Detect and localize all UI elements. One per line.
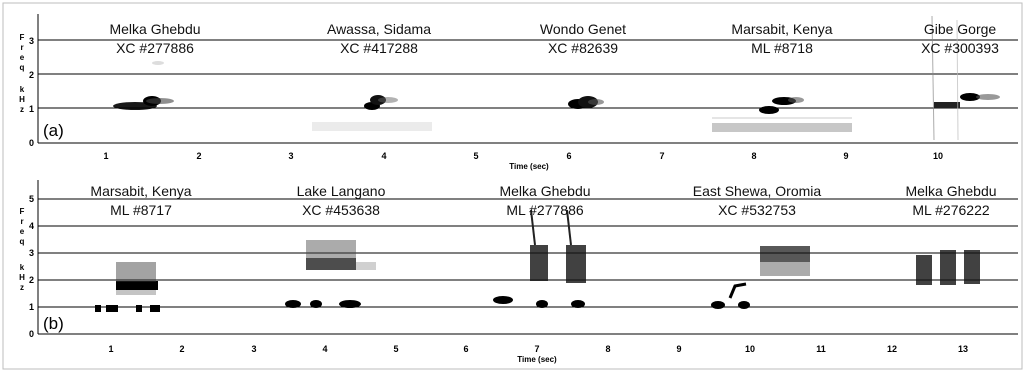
rec-a2-id: XC #417288 xyxy=(340,40,418,56)
panel-a-spectrogram xyxy=(113,15,1000,141)
ytick-b-5: 5 xyxy=(29,194,34,204)
panel-b-axes xyxy=(37,180,1018,335)
panel-a-y-ticks: 0 1 2 3 xyxy=(29,36,34,148)
xtick-b-4: 4 xyxy=(322,344,327,354)
rec-a3-site: Wondo Genet xyxy=(540,21,626,37)
xtick-b-8: 8 xyxy=(605,344,610,354)
xtick-a-9: 9 xyxy=(843,151,848,161)
panel-b-label: (b) xyxy=(43,314,64,333)
xtick-b-5: 5 xyxy=(393,344,398,354)
rec-a4-site: Marsabit, Kenya xyxy=(731,21,832,37)
ytick-a-3: 3 xyxy=(29,36,34,46)
panel-b-y-title: F r e q k H z xyxy=(19,207,25,292)
ytick-b-0: 0 xyxy=(29,329,34,339)
call-a3 xyxy=(568,96,604,109)
ytitle-b-3: q xyxy=(20,237,25,246)
rec-a5-site: Gibe Gorge xyxy=(924,21,997,37)
panel-a: Melka Ghebdu XC #277886 Awassa, Sidama X… xyxy=(19,14,1018,171)
call-a4 xyxy=(712,97,852,132)
call-b1 xyxy=(95,262,160,312)
xtick-a-3: 3 xyxy=(288,151,293,161)
call-b3 xyxy=(493,209,586,308)
xtick-b-9: 9 xyxy=(676,344,681,354)
rec-a1-site: Melka Ghebdu xyxy=(109,21,200,37)
ytick-b-2: 2 xyxy=(29,275,34,285)
call-b4 xyxy=(711,246,810,309)
xtick-a-8: 8 xyxy=(751,151,756,161)
rec-b3-id: ML #277886 xyxy=(506,202,584,218)
ytitle-a-0: F xyxy=(20,33,25,42)
ytick-a-2: 2 xyxy=(29,70,34,80)
xtick-a-10: 10 xyxy=(933,151,943,161)
ytitle-a-1: r xyxy=(20,43,23,52)
xtick-b-12: 12 xyxy=(887,344,897,354)
xtick-b-10: 10 xyxy=(745,344,755,354)
call-a1 xyxy=(113,61,174,110)
xtick-a-1: 1 xyxy=(103,151,108,161)
ytick-b-3: 3 xyxy=(29,248,34,258)
rec-b1-site: Marsabit, Kenya xyxy=(90,183,191,199)
ytitle-a-4: k xyxy=(20,85,25,94)
call-b5 xyxy=(916,250,980,285)
xtick-b-6: 6 xyxy=(463,344,468,354)
xtick-a-6: 6 xyxy=(566,151,571,161)
panel-b-x-title: Time (sec) xyxy=(517,355,557,364)
panel-a-recording-labels: Melka Ghebdu XC #277886 Awassa, Sidama X… xyxy=(109,21,999,56)
panel-a-x-ticks: 1 2 3 4 5 6 7 8 9 10 xyxy=(103,151,943,161)
xtick-b-11: 11 xyxy=(816,344,826,354)
rec-b1-id: ML #8717 xyxy=(110,202,172,218)
ytick-a-1: 1 xyxy=(29,104,34,114)
panel-a-y-title: F r e q k H z xyxy=(19,33,25,114)
call-a2 xyxy=(312,95,432,131)
xtick-b-13: 13 xyxy=(958,344,968,354)
ytitle-b-2: e xyxy=(20,227,25,236)
panel-a-x-title: Time (sec) xyxy=(509,162,549,171)
rec-a5-id: XC #300393 xyxy=(921,40,999,56)
panel-b: Marsabit, Kenya ML #8717 Lake Langano XC… xyxy=(19,180,1018,364)
rec-b2-id: XC #453638 xyxy=(302,202,380,218)
xtick-b-1: 1 xyxy=(108,344,113,354)
rec-b4-id: XC #532753 xyxy=(718,202,796,218)
xtick-b-7: 7 xyxy=(534,344,539,354)
panel-a-label: (a) xyxy=(43,121,64,140)
call-a5 xyxy=(931,15,1000,141)
panel-b-gridlines xyxy=(38,198,1018,308)
xtick-a-2: 2 xyxy=(196,151,201,161)
call-b2 xyxy=(285,240,376,308)
ytitle-a-3: q xyxy=(20,63,25,72)
panel-a-gridlines xyxy=(38,39,1018,109)
ytitle-a-6: z xyxy=(20,105,24,114)
rec-b5-site: Melka Ghebdu xyxy=(905,183,996,199)
rec-a1-id: XC #277886 xyxy=(116,40,194,56)
xtick-b-2: 2 xyxy=(179,344,184,354)
ytitle-a-2: e xyxy=(20,53,25,62)
ytick-a-0: 0 xyxy=(29,138,34,148)
ytitle-b-0: F xyxy=(20,207,25,216)
rec-a3-id: XC #82639 xyxy=(548,40,618,56)
panel-b-recording-labels: Marsabit, Kenya ML #8717 Lake Langano XC… xyxy=(90,183,996,218)
rec-b5-id: ML #276222 xyxy=(912,202,990,218)
rec-a4-id: ML #8718 xyxy=(751,40,813,56)
xtick-b-3: 3 xyxy=(251,344,256,354)
ytitle-b-1: r xyxy=(20,217,23,226)
ytick-b-1: 1 xyxy=(29,302,34,312)
rec-a2-site: Awassa, Sidama xyxy=(327,21,431,37)
xtick-a-4: 4 xyxy=(381,151,386,161)
panel-a-axes xyxy=(37,14,1018,144)
rec-b3-site: Melka Ghebdu xyxy=(499,183,590,199)
xtick-a-7: 7 xyxy=(659,151,664,161)
panel-b-y-ticks: 0 1 2 3 4 5 xyxy=(29,194,34,339)
ytitle-a-5: H xyxy=(19,95,25,104)
rec-b2-site: Lake Langano xyxy=(297,183,386,199)
xtick-a-5: 5 xyxy=(473,151,478,161)
panel-b-x-ticks: 1 2 3 4 5 6 7 8 9 10 11 12 13 xyxy=(108,344,968,354)
ytitle-b-4: k xyxy=(20,263,25,272)
panel-b-spectrogram xyxy=(95,209,980,312)
ytick-b-4: 4 xyxy=(29,221,34,231)
ytitle-b-6: z xyxy=(20,283,24,292)
rec-b4-site: East Shewa, Oromia xyxy=(693,183,822,199)
ytitle-b-5: H xyxy=(19,273,25,282)
